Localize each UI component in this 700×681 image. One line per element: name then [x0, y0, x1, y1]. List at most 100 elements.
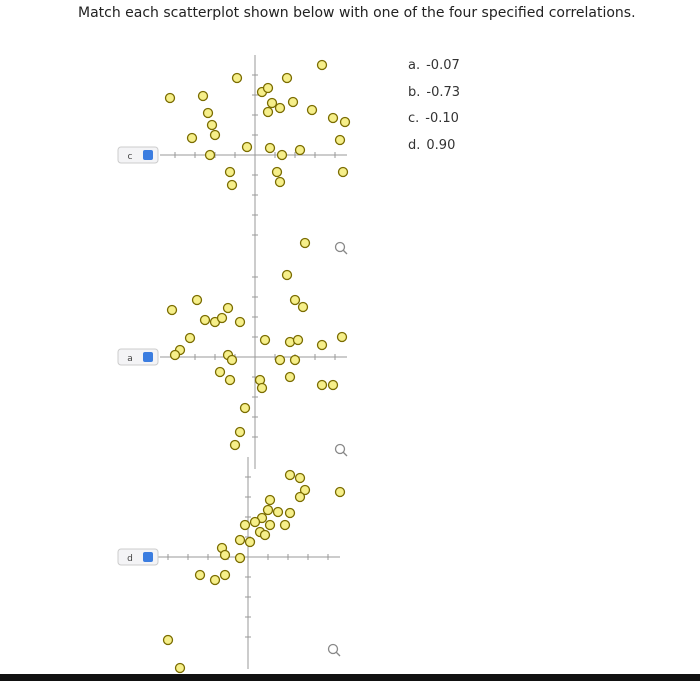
dropdown-arrow	[143, 150, 153, 160]
point	[222, 302, 234, 314]
options: a. -0.07 b. -0.73 c. -0.10 d. 0.90	[408, 58, 466, 164]
point	[292, 334, 304, 346]
point	[204, 149, 216, 161]
option-letter: c.	[408, 111, 420, 126]
option-value: -0.73	[426, 84, 461, 100]
answer-dropdown[interactable]: a	[117, 348, 159, 366]
point	[164, 92, 176, 104]
zoom-handle	[335, 651, 341, 657]
point	[316, 339, 328, 351]
point	[337, 166, 349, 178]
point	[262, 106, 274, 118]
point	[162, 634, 174, 646]
point	[284, 469, 296, 481]
point	[262, 504, 274, 516]
point	[209, 129, 221, 141]
point	[234, 316, 246, 328]
point	[299, 484, 311, 496]
option-value: 0.90	[426, 137, 456, 153]
point	[259, 334, 271, 346]
point	[249, 516, 261, 528]
option-letter: a.	[408, 58, 421, 73]
point	[281, 72, 293, 84]
point	[229, 439, 241, 451]
point	[339, 116, 351, 128]
point	[166, 304, 178, 316]
option-value: -0.10	[425, 111, 459, 126]
point	[274, 102, 286, 114]
point	[231, 72, 243, 84]
dropdown-arrow	[143, 352, 153, 362]
point	[241, 141, 253, 153]
option-value: -0.07	[426, 58, 460, 73]
point	[256, 382, 268, 394]
point	[197, 90, 209, 102]
zoom-icon[interactable]	[334, 443, 348, 457]
point	[224, 166, 236, 178]
point	[244, 536, 256, 548]
point	[276, 149, 288, 161]
point	[259, 529, 271, 541]
point	[206, 119, 218, 131]
option: a. -0.07	[408, 58, 466, 85]
point	[334, 486, 346, 498]
point	[279, 519, 291, 531]
point	[272, 506, 284, 518]
zoom-lens	[334, 241, 346, 253]
bottom-bar	[0, 674, 700, 681]
point	[274, 176, 286, 188]
scatterplot: d	[117, 457, 346, 674]
point	[336, 331, 348, 343]
point	[239, 402, 251, 414]
option: b. -0.73	[408, 85, 466, 112]
point	[327, 379, 339, 391]
point	[264, 142, 276, 154]
point	[169, 349, 181, 361]
zoom-icon[interactable]	[334, 241, 348, 255]
point	[219, 549, 231, 561]
point	[284, 371, 296, 383]
point	[284, 507, 296, 519]
option-letter: d.	[408, 137, 421, 153]
point	[216, 312, 228, 324]
point	[219, 569, 231, 581]
point	[294, 144, 306, 156]
point	[214, 366, 226, 378]
point	[271, 166, 283, 178]
zoom-handle	[342, 249, 348, 255]
point	[264, 519, 276, 531]
point	[299, 237, 311, 249]
point	[174, 662, 186, 674]
scatterplot: a	[117, 257, 348, 469]
point	[234, 426, 246, 438]
question: Match each scatterplot shown below with …	[78, 5, 636, 21]
scatterplot: c	[117, 55, 351, 267]
point	[289, 354, 301, 366]
answer-dropdown[interactable]: d	[117, 548, 159, 566]
dropdown-value: d	[127, 554, 133, 564]
point	[327, 112, 339, 124]
point	[224, 374, 236, 386]
zoom-icon[interactable]	[327, 643, 341, 657]
point	[199, 314, 211, 326]
point	[274, 354, 286, 366]
point	[294, 491, 306, 503]
point	[289, 294, 301, 306]
point	[297, 301, 309, 313]
point	[316, 379, 328, 391]
answer-dropdown[interactable]: c	[117, 146, 159, 164]
point	[194, 569, 206, 581]
point	[306, 104, 318, 116]
option: d. 0.90	[408, 138, 466, 165]
dropdown-value: a	[127, 354, 133, 364]
point	[234, 552, 246, 564]
point	[264, 494, 276, 506]
dropdown-value: c	[128, 152, 133, 162]
point	[226, 179, 238, 191]
zoom-lens	[327, 643, 339, 655]
point	[316, 59, 328, 71]
point	[202, 107, 214, 119]
point	[266, 97, 278, 109]
point	[234, 534, 246, 546]
